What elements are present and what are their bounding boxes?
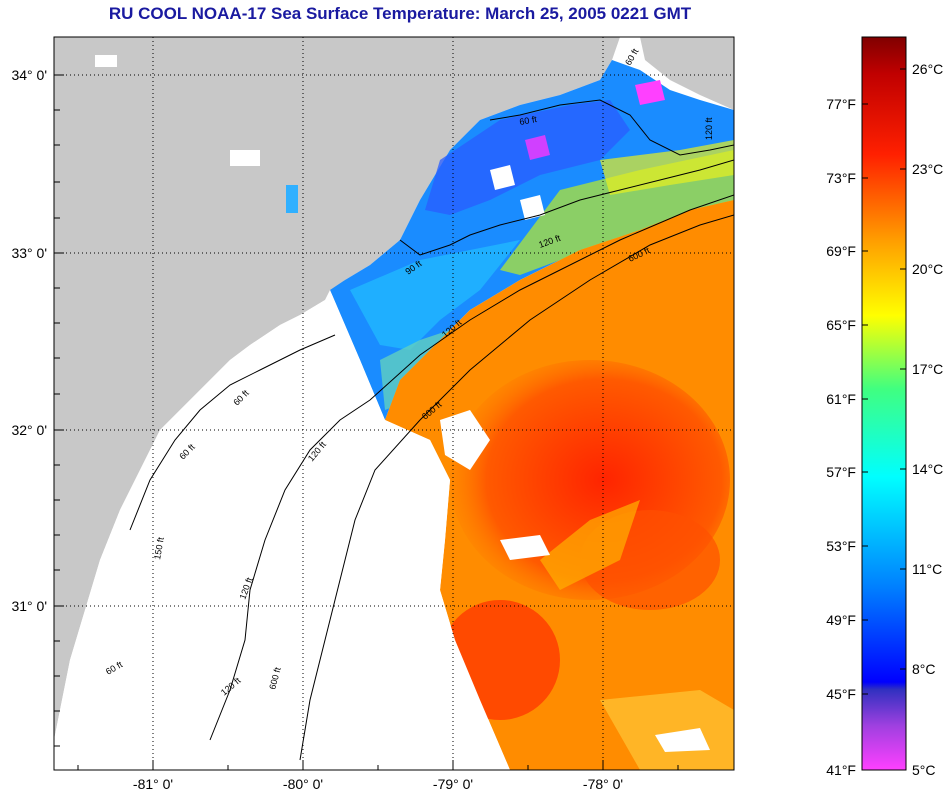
lat-label: 32° 0'	[11, 422, 47, 438]
celsius-label: 5°C	[912, 762, 936, 778]
contour-label: 150 ft	[152, 536, 166, 560]
celsius-label: 14°C	[912, 461, 943, 477]
lat-label: 31° 0'	[11, 598, 47, 614]
lat-label: 33° 0'	[11, 245, 47, 261]
map-grid	[54, 37, 734, 770]
celsius-label: 23°C	[912, 161, 943, 177]
lon-label: -81° 0'	[133, 776, 173, 792]
celsius-label: 8°C	[912, 661, 936, 677]
fahrenheit-label: 45°F	[826, 686, 856, 702]
contour-60ft	[129, 334, 336, 531]
lon-label: -80° 0'	[283, 776, 323, 792]
fahrenheit-label: 41°F	[826, 762, 856, 778]
celsius-label: 20°C	[912, 261, 943, 277]
contour-label: 120 ft	[704, 117, 714, 140]
contour-600ft	[299, 214, 734, 761]
fahrenheit-label: 49°F	[826, 612, 856, 628]
fahrenheit-label: 69°F	[826, 243, 856, 259]
fahrenheit-label: 57°F	[826, 464, 856, 480]
fahrenheit-label: 77°F	[826, 96, 856, 112]
lat-label: 34° 0'	[11, 67, 47, 83]
lon-label: -78° 0'	[583, 776, 623, 792]
celsius-label: 17°C	[912, 361, 943, 377]
fahrenheit-label: 65°F	[826, 317, 856, 333]
fahrenheit-label: 73°F	[826, 170, 856, 186]
fahrenheit-label: 53°F	[826, 538, 856, 554]
contour-120ft	[209, 194, 734, 741]
lon-label: -79° 0'	[433, 776, 473, 792]
celsius-label: 11°C	[912, 561, 942, 577]
map-title: RU COOL NOAA-17 Sea Surface Temperature:…	[108, 4, 692, 23]
contour-label: 60 ft	[519, 114, 538, 127]
fahrenheit-label: 61°F	[826, 391, 856, 407]
color-scale-bar	[861, 36, 907, 771]
land-mass	[54, 37, 620, 740]
celsius-label: 26°C	[912, 61, 943, 77]
